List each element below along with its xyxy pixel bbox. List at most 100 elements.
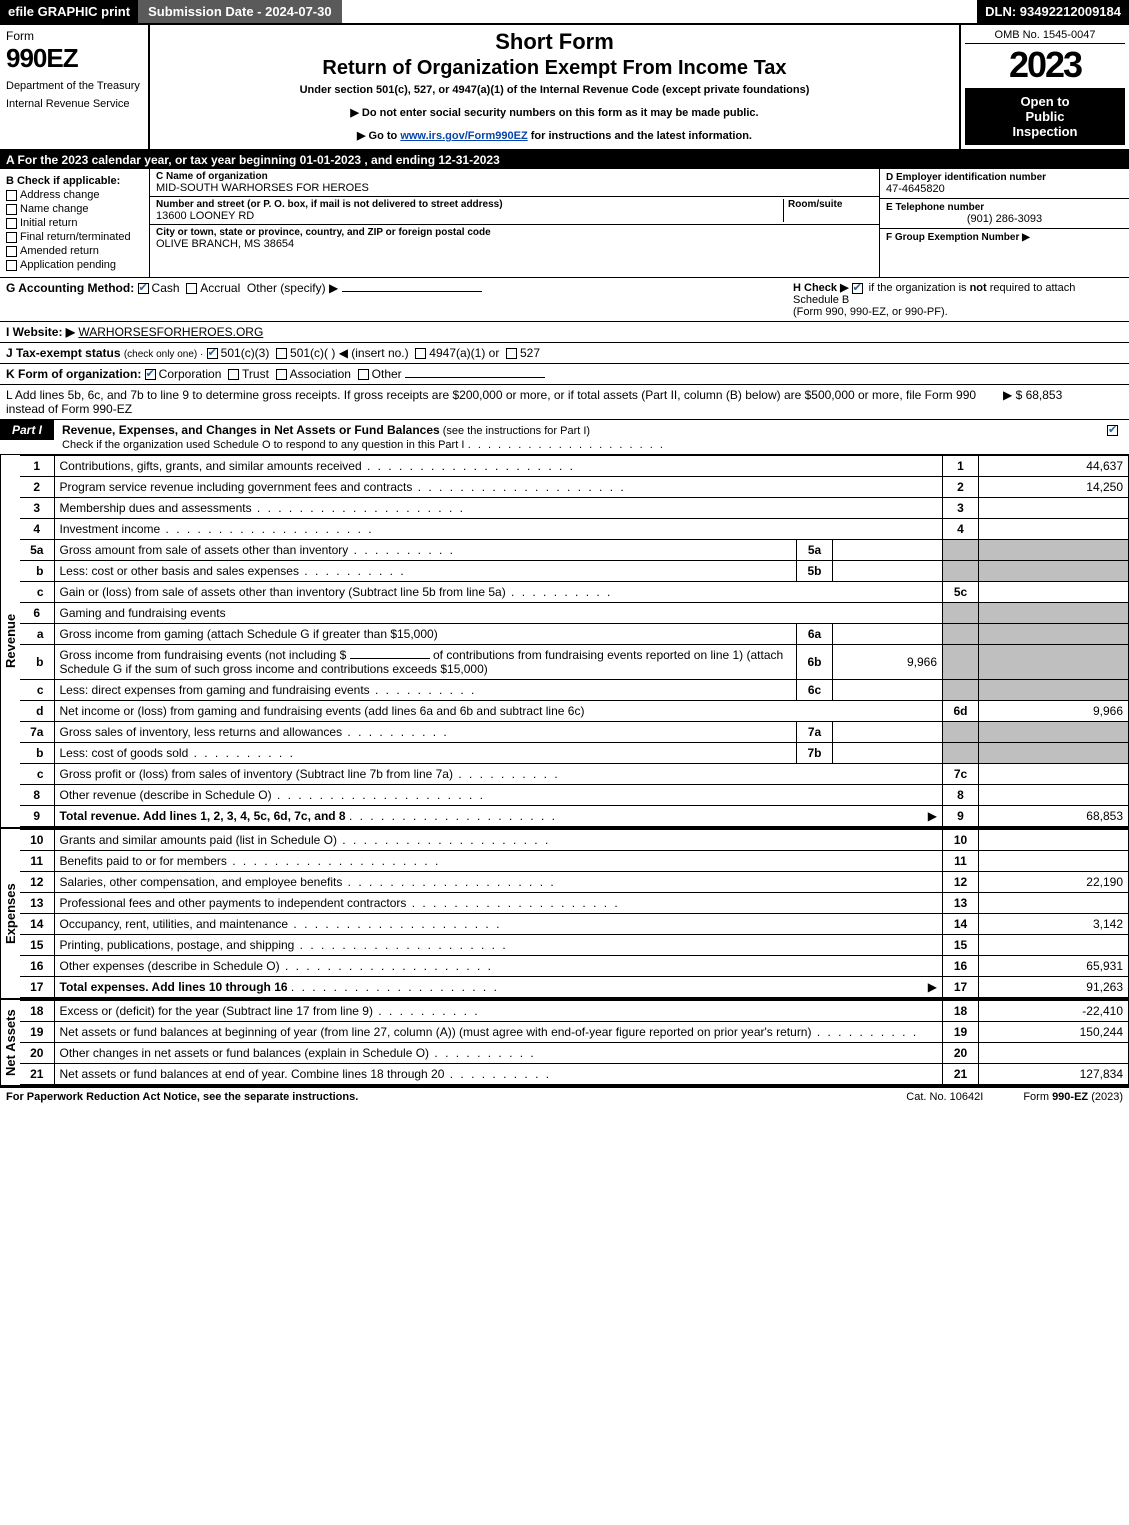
opt-final-return: Final return/terminated (20, 231, 131, 243)
opt-name-change: Name change (20, 203, 89, 215)
r8-ln: 8 (943, 785, 979, 806)
r20-desc: Other changes in net assets or fund bala… (54, 1043, 943, 1064)
checkbox-association[interactable] (276, 369, 287, 380)
r6c-ln-shade (943, 680, 979, 701)
section-bcdef: B Check if applicable: Address change Na… (0, 169, 1129, 278)
checkbox-527[interactable] (506, 348, 517, 359)
r17-ln: 17 (943, 977, 979, 998)
dots (349, 809, 557, 823)
r6-ln-shade (943, 603, 979, 624)
row-13: 13 Professional fees and other payments … (20, 893, 1129, 914)
r18-amt: -22,410 (979, 1001, 1129, 1022)
header-center: Short Form Return of Organization Exempt… (150, 25, 959, 149)
instruction-1: ▶ Do not enter social security numbers o… (158, 106, 951, 119)
r5c-amt (979, 582, 1129, 603)
irs-link[interactable]: www.irs.gov/Form990EZ (400, 130, 527, 142)
line-k: K Form of organization: Corporation Trus… (0, 364, 1129, 385)
r5a-amt-shade (979, 540, 1129, 561)
other-org-input[interactable] (405, 377, 545, 378)
line-h-not: not (970, 282, 987, 294)
row-8: 8 Other revenue (describe in Schedule O)… (20, 785, 1129, 806)
line-h: H Check ▶ if the organization is not req… (793, 281, 1123, 318)
r12-no: 12 (20, 872, 54, 893)
r11-desc: Benefits paid to or for members (54, 851, 943, 872)
checkbox-amended-return[interactable] (6, 246, 17, 257)
inspect-2: Public (969, 109, 1121, 124)
checkbox-other-org[interactable] (358, 369, 369, 380)
checkbox-application-pending[interactable] (6, 260, 17, 271)
r6d-no: d (20, 701, 54, 722)
checkbox-initial-return[interactable] (6, 218, 17, 229)
r14-desc: Occupancy, rent, utilities, and maintena… (54, 914, 943, 935)
ein-value: 47-4645820 (886, 183, 1123, 195)
r7a-no: 7a (20, 722, 54, 743)
line-l-amount: ▶ $ 68,853 (1003, 388, 1123, 416)
short-form-title: Short Form (158, 29, 951, 55)
r11-ln: 11 (943, 851, 979, 872)
header-right: OMB No. 1545-0047 2023 Open to Public In… (959, 25, 1129, 149)
r7a-desc: Gross sales of inventory, less returns a… (54, 722, 797, 743)
r6d-ln: 6d (943, 701, 979, 722)
r7c-amt (979, 764, 1129, 785)
website-label: I Website: ▶ (6, 325, 75, 339)
r13-desc: Professional fees and other payments to … (54, 893, 943, 914)
checkbox-accrual[interactable] (186, 283, 197, 294)
checkbox-name-change[interactable] (6, 204, 17, 215)
row-12: 12 Salaries, other compensation, and emp… (20, 872, 1129, 893)
r4-no: 4 (20, 519, 54, 540)
inspect-3: Inspection (969, 124, 1121, 139)
r18-ln: 18 (943, 1001, 979, 1022)
opt-501c3: 501(c)(3) (221, 346, 270, 360)
checkbox-501c[interactable] (276, 348, 287, 359)
arrow-icon: ▶ (928, 980, 937, 994)
r6c-desc: Less: direct expenses from gaming and fu… (54, 680, 797, 701)
r21-ln: 21 (943, 1064, 979, 1085)
row-11: 11 Benefits paid to or for members 11 (20, 851, 1129, 872)
netassets-section: Net Assets 18 Excess or (deficit) for th… (0, 1000, 1129, 1087)
r13-amt (979, 893, 1129, 914)
r1-desc: Contributions, gifts, grants, and simila… (54, 456, 943, 477)
subtitle: Under section 501(c), 527, or 4947(a)(1)… (158, 84, 951, 96)
phone-value: (901) 286-3093 (886, 213, 1123, 225)
checkbox-corporation[interactable] (145, 369, 156, 380)
checkbox-501c3[interactable] (207, 348, 218, 359)
expenses-section: Expenses 10 Grants and similar amounts p… (0, 829, 1129, 1000)
r9-desc: Total revenue. Add lines 1, 2, 3, 4, 5c,… (60, 809, 346, 823)
checkbox-trust[interactable] (228, 369, 239, 380)
checkbox-schedule-b[interactable] (852, 283, 863, 294)
opt-initial-return: Initial return (20, 217, 77, 229)
r7a-amt-shade (979, 722, 1129, 743)
opt-other-org: Other (372, 367, 402, 381)
r12-amt: 22,190 (979, 872, 1129, 893)
r6a-amt-shade (979, 624, 1129, 645)
revenue-side-label: Revenue (0, 455, 20, 827)
r17-desc-wrap: Total expenses. Add lines 10 through 16 … (54, 977, 943, 998)
r5a-ln-shade (943, 540, 979, 561)
inst2-post: for instructions and the latest informat… (528, 130, 752, 142)
r5b-desc: Less: cost or other basis and sales expe… (54, 561, 797, 582)
row-5a: 5a Gross amount from sale of assets othe… (20, 540, 1129, 561)
box-c: C Name of organization MID-SOUTH WARHORS… (150, 169, 879, 277)
checkbox-cash[interactable] (138, 283, 149, 294)
checkbox-address-change[interactable] (6, 190, 17, 201)
checkbox-final-return[interactable] (6, 232, 17, 243)
checkbox-4947[interactable] (415, 348, 426, 359)
r11-amt (979, 851, 1129, 872)
tax-exempt-label: J Tax-exempt status (6, 346, 121, 360)
checkbox-schedule-o[interactable] (1107, 425, 1118, 436)
r9-desc-wrap: Total revenue. Add lines 1, 2, 3, 4, 5c,… (54, 806, 943, 827)
part-1-checkbox-wrap (1099, 420, 1129, 440)
r6b-blank[interactable] (350, 658, 430, 659)
r6-desc: Gaming and fundraising events (54, 603, 943, 624)
row-9: 9 Total revenue. Add lines 1, 2, 3, 4, 5… (20, 806, 1129, 827)
opt-amended-return: Amended return (20, 245, 99, 257)
dots (468, 439, 665, 451)
r20-ln: 20 (943, 1043, 979, 1064)
line-g: G Accounting Method: Cash Accrual Other … (6, 281, 793, 318)
line-gh: G Accounting Method: Cash Accrual Other … (0, 278, 1129, 322)
other-specify-input[interactable] (342, 291, 482, 292)
row-6c: c Less: direct expenses from gaming and … (20, 680, 1129, 701)
r3-ln: 3 (943, 498, 979, 519)
inst2-pre: ▶ Go to (357, 130, 400, 142)
row-6b: b Gross income from fundraising events (… (20, 645, 1129, 680)
